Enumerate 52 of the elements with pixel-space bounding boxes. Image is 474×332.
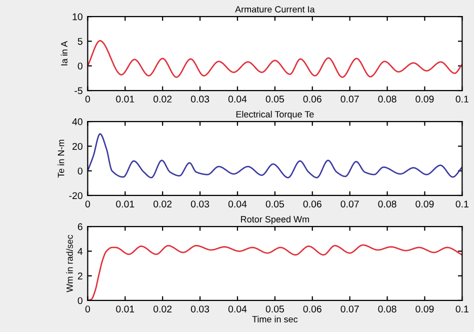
x-tick-label: 0.02: [154, 200, 172, 208]
x-tick-label: 0: [85, 306, 90, 312]
x-tick-label: 0.09: [416, 96, 434, 103]
x-tick-label: 0.1: [456, 200, 468, 208]
x-tick-label: 0.07: [340, 306, 359, 312]
x-tick-label: 0.01: [116, 306, 134, 312]
x-tick-label: 0.01: [116, 200, 134, 208]
chart-title: Electrical Torque Te: [236, 110, 314, 120]
x-tick-label: 0.08: [378, 200, 396, 208]
x-tick-label: 0.03: [190, 200, 210, 208]
y-axis-title: Wm in rad/sec: [66, 234, 73, 292]
y-axis-title: Ia in A: [60, 41, 68, 66]
y-tick-label: 0: [78, 62, 82, 70]
y-tick-label: 0: [78, 297, 82, 304]
x-tick-label: 0.06: [303, 96, 322, 103]
y-tick-label: 0: [78, 168, 82, 174]
chart-title: Rotor Speed Wm: [241, 216, 309, 224]
x-tick-label: 0.04: [228, 306, 247, 312]
x-tick-label: 0.07: [340, 96, 359, 103]
x-tick-label: 0.02: [154, 96, 172, 103]
x-tick-label: 0.05: [266, 96, 284, 103]
x-tick-label: 0.07: [340, 200, 359, 208]
x-tick-label: 0.01: [116, 96, 134, 103]
x-tick-label: 0: [85, 200, 90, 208]
x-tick-label: 0.03: [190, 306, 210, 312]
x-tick-label: 0.04: [228, 200, 247, 208]
y-tick-label: -5: [74, 87, 82, 94]
x-tick-label: 0.02: [154, 306, 172, 312]
x-tick-label: 0.1: [456, 96, 468, 103]
x-tick-label: 0.1: [456, 306, 468, 312]
x-tick-label: 0.04: [228, 96, 247, 103]
x-tick-label: 0.09: [416, 200, 434, 208]
x-tick-label: 0: [85, 96, 90, 103]
x-tick-label: 0.09: [416, 306, 434, 312]
y-tick-label: -20: [69, 192, 82, 200]
x-tick-label: 0.05: [266, 200, 284, 208]
y-axis-title: Te in N-m: [58, 140, 64, 178]
y-tick-label: 10: [72, 13, 82, 20]
chart-title: Armature Current Ia: [235, 6, 315, 13]
x-tick-label: 0.08: [378, 96, 396, 103]
y-tick-label: 40: [72, 118, 82, 126]
x-axis-title: Time in sec: [252, 316, 298, 322]
y-tick-label: 2: [78, 272, 82, 280]
x-tick-label: 0.06: [303, 306, 322, 312]
x-tick-label: 0.08: [378, 306, 396, 312]
y-tick-label: 6: [78, 223, 82, 230]
x-tick-label: 0.03: [190, 96, 210, 103]
x-tick-label: 0.05: [266, 306, 284, 312]
x-tick-label: 0.06: [303, 200, 322, 208]
y-tick-label: 4: [78, 248, 83, 255]
y-tick-label: 20: [72, 142, 82, 150]
y-tick-label: 5: [78, 38, 82, 45]
